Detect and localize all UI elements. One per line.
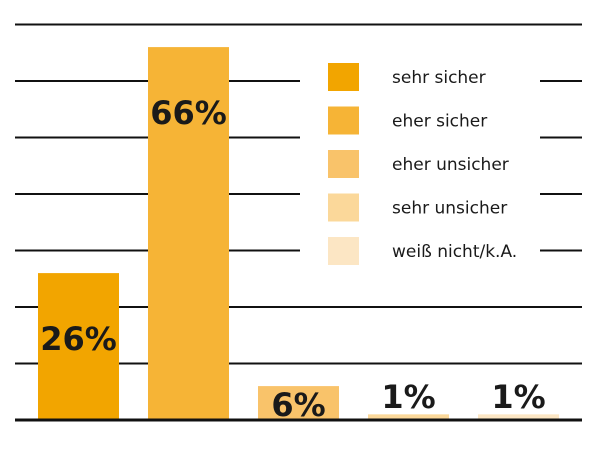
legend-swatch-4 bbox=[328, 193, 359, 222]
bar-4 bbox=[368, 414, 449, 420]
value-label-1: 26% bbox=[40, 320, 117, 358]
legend-label-2: eher sicher bbox=[392, 112, 487, 132]
legend-label-3: eher unsicher bbox=[392, 155, 509, 175]
bar-5 bbox=[478, 414, 559, 420]
value-label-2: 66% bbox=[150, 94, 227, 132]
value-labels: 26% 66% 6% 1% 1% bbox=[40, 94, 545, 424]
legend-swatch-3 bbox=[328, 150, 359, 178]
bar-1 bbox=[38, 273, 119, 420]
bar-3 bbox=[258, 386, 339, 420]
legend: sehr sicher eher sicher eher unsicher sehr … bbox=[328, 63, 517, 265]
value-label-3: 6% bbox=[271, 386, 325, 424]
legend-label-1: sehr sicher bbox=[392, 68, 486, 88]
legend-label-4: sehr unsicher bbox=[392, 199, 507, 219]
legend-swatch-2 bbox=[328, 106, 359, 135]
bars bbox=[38, 47, 559, 420]
legend-swatch-1 bbox=[328, 63, 359, 91]
bar-2 bbox=[148, 47, 229, 420]
legend-swatch-5 bbox=[328, 237, 359, 265]
legend-label-5: weiß nicht/k.A. bbox=[392, 242, 517, 262]
value-label-4: 1% bbox=[381, 378, 435, 416]
value-label-5: 1% bbox=[491, 378, 545, 416]
